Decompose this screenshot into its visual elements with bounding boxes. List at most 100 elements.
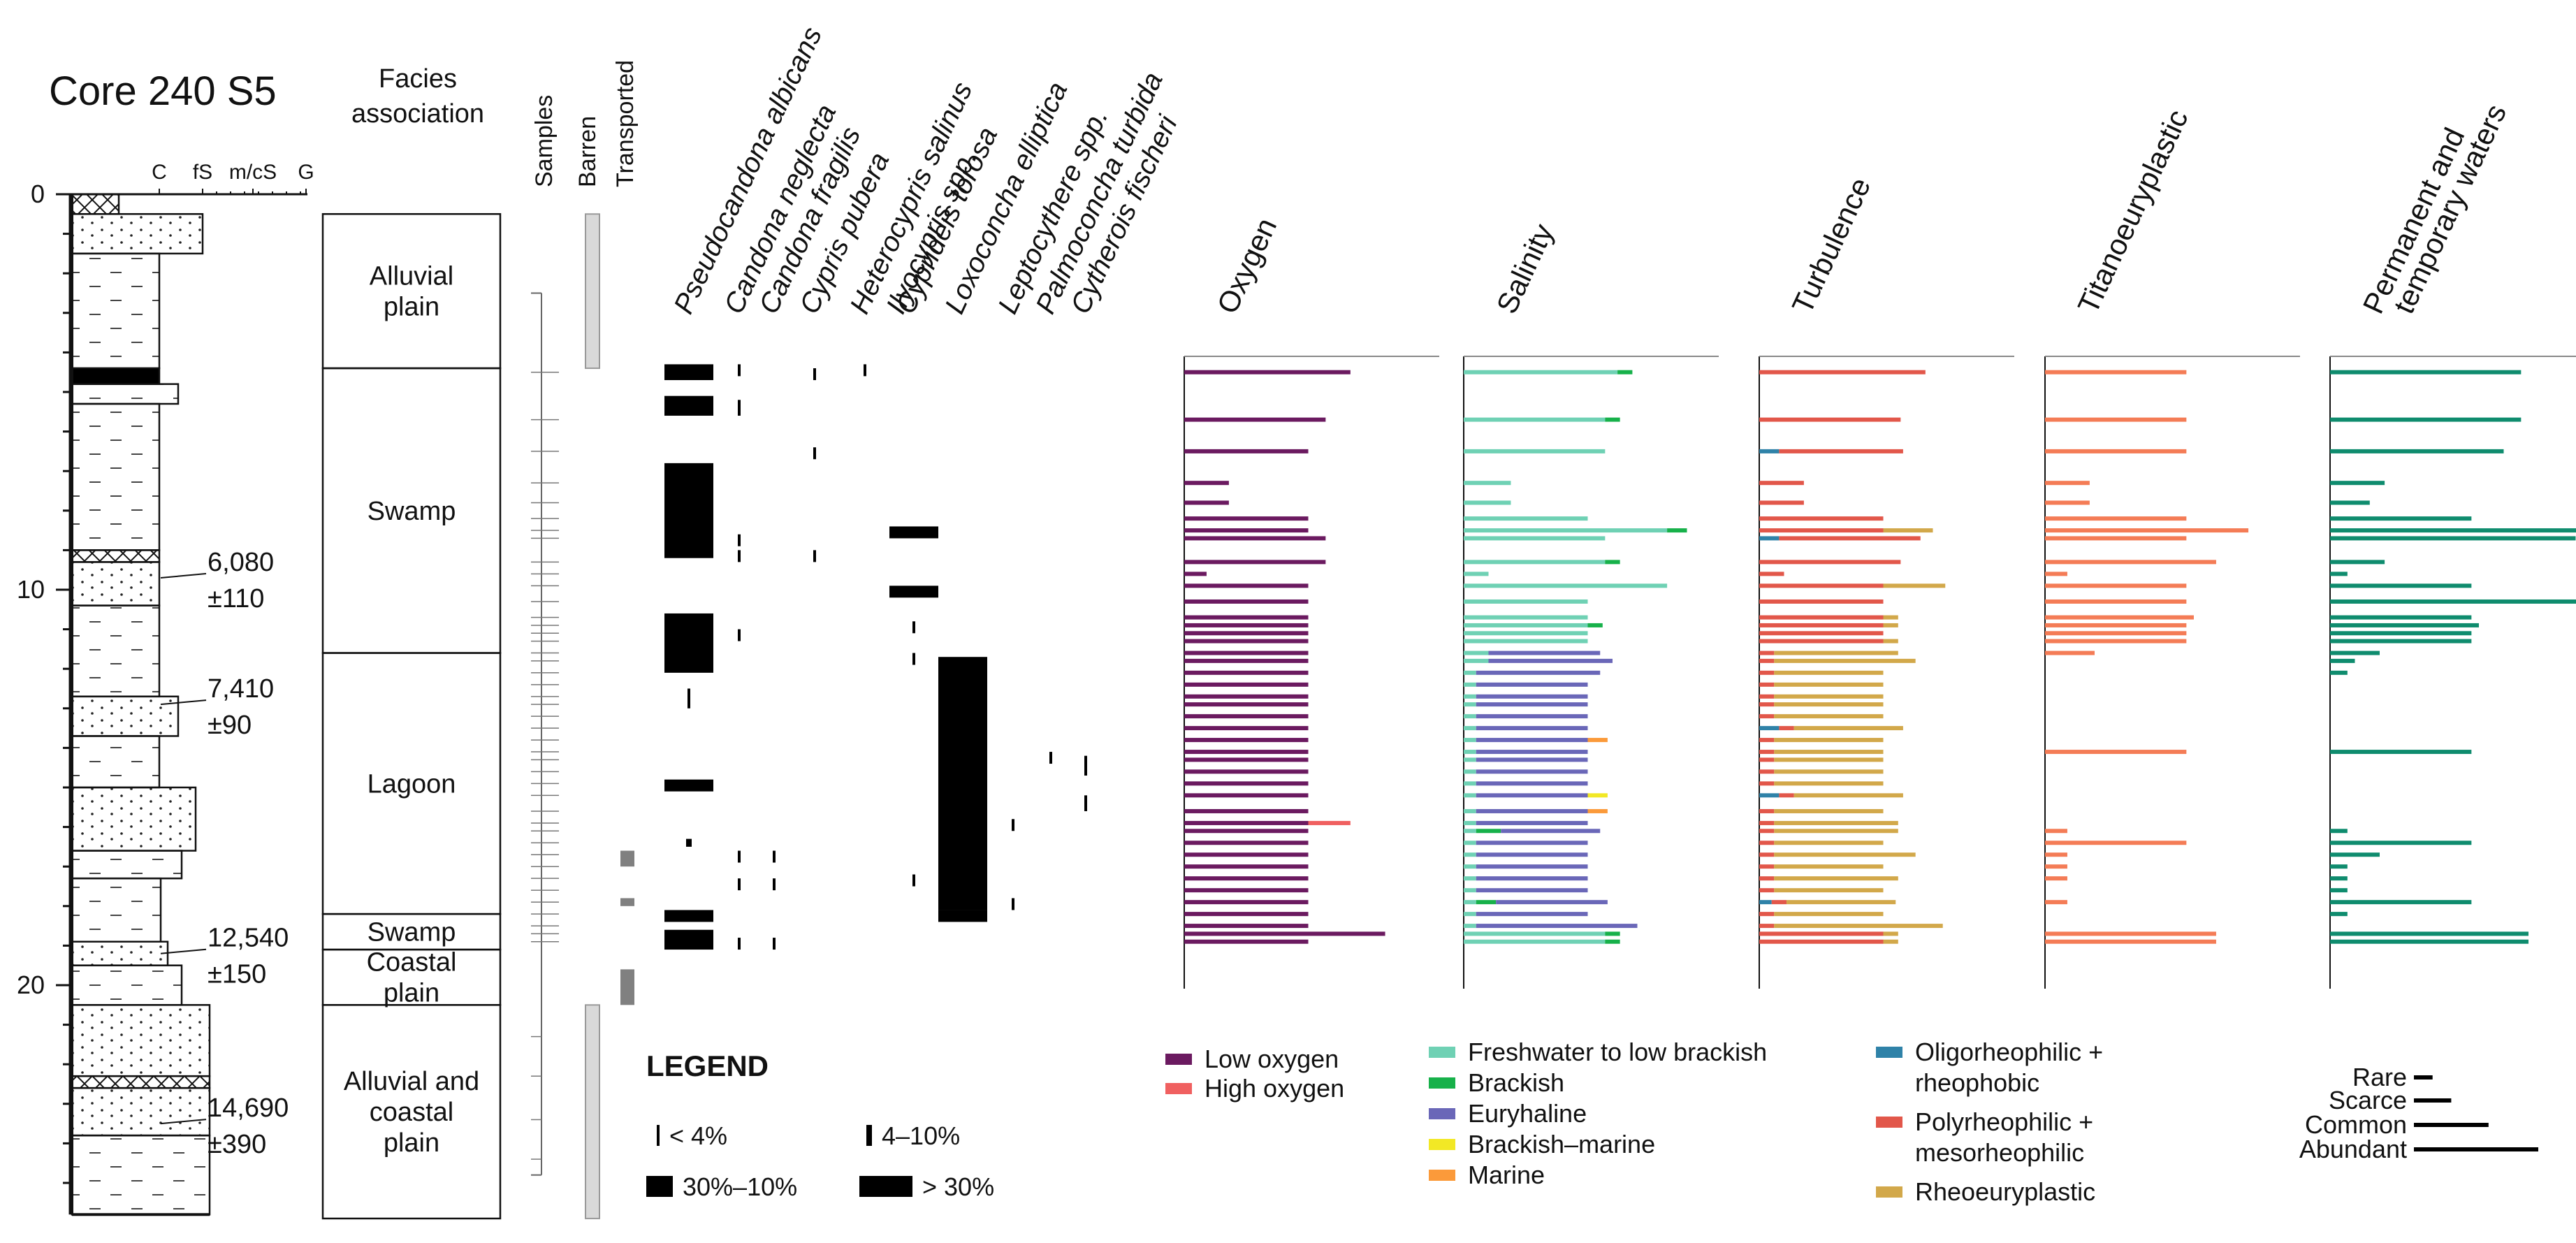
panel-bar [1476, 864, 1588, 869]
panel-bar [1759, 841, 1775, 845]
panel-bar [1184, 939, 1309, 944]
panel-bar [1184, 757, 1309, 762]
lithology-layer [71, 604, 161, 698]
panel-bar [1759, 852, 1775, 857]
panel-bar [2330, 417, 2522, 422]
panel-bar [2330, 599, 2576, 604]
panel-bar [2045, 572, 2067, 576]
column-header: Barren [574, 116, 601, 187]
panel-bar [1605, 939, 1620, 944]
panel-bar [1759, 939, 1884, 944]
species-abundance-bar [664, 613, 713, 673]
panel-bar [1759, 528, 1884, 533]
panel-bar [1464, 516, 1588, 521]
grain-scale-label: C [152, 161, 167, 184]
panel-bar [1464, 370, 1618, 375]
panel-title: Salinity [1490, 219, 1560, 319]
panel-bar [1464, 560, 1606, 565]
facies-label: plain [384, 293, 439, 322]
panel-bar [2045, 560, 2216, 565]
panel-bar [1774, 781, 1884, 786]
panel-bar [2045, 481, 2090, 486]
species-abundance-bar [738, 878, 741, 891]
panel-bar [1759, 599, 1884, 604]
panel-bar [1184, 829, 1309, 834]
panel-bar [2330, 500, 2370, 505]
panel-bar [1759, 900, 1772, 905]
panel-bar [1464, 639, 1588, 644]
panel-bar [1464, 481, 1511, 486]
panel-bar [2045, 623, 2187, 627]
panel-bar [1476, 820, 1588, 825]
facies-label: plain [384, 1128, 439, 1158]
date-error: ±110 [208, 584, 264, 613]
panel-bar [1617, 370, 1633, 375]
species-abundance-bar [773, 938, 776, 950]
panel-bar [2045, 631, 2187, 636]
legend-label: Oligorheophilic + [1915, 1038, 2103, 1066]
species-abundance-bar [773, 850, 776, 863]
legend-swatch [1165, 1083, 1192, 1094]
panel-bar [1476, 841, 1588, 845]
facies-label: Alluvial [370, 262, 453, 291]
panel-bar [2330, 750, 2472, 755]
frequency-legend-bar [2414, 1123, 2489, 1127]
species-abundance-bar [738, 400, 741, 416]
panel-bar [1759, 888, 1775, 893]
panel-bar [2330, 370, 2522, 375]
panel-bar [2045, 370, 2187, 375]
species-abundance-bar [912, 874, 915, 887]
panel-bar [1184, 583, 1309, 588]
panel-bar [1779, 449, 1903, 453]
lithology-layer [71, 402, 161, 551]
species-abundance-bar [864, 364, 866, 377]
panel-bar [2330, 931, 2528, 936]
panel-bar [1774, 650, 1898, 655]
species-abundance-bar [813, 550, 816, 562]
legend-swatch [1429, 1047, 1455, 1058]
panel-bar [1759, 820, 1775, 825]
panel-bar [1759, 615, 1884, 620]
lithology-layer [71, 193, 120, 215]
panel-bar [2045, 417, 2187, 422]
panel-bar [1464, 852, 1476, 857]
facies-label: Alluvial and [344, 1067, 479, 1096]
panel-bar [2330, 528, 2576, 533]
panel-bar [2045, 900, 2067, 905]
panel-bar [1476, 694, 1588, 699]
panel-bar [1759, 658, 1775, 663]
panel-bar [1184, 500, 1229, 505]
panel-bar [1587, 808, 1608, 813]
species-abundance-bar [664, 463, 713, 558]
facies-header-line2: association [351, 99, 484, 129]
panel-bar [2045, 639, 2187, 644]
panel-bar [1464, 500, 1511, 505]
panel-bar [1774, 738, 1884, 743]
panel-bar [1759, 912, 1775, 917]
date-age: 7,410 [208, 674, 274, 704]
panel-bar [1464, 939, 1606, 944]
panel-bar [1771, 900, 1787, 905]
legend-label: Freshwater to low brackish [1468, 1038, 1767, 1066]
date-age: 12,540 [208, 924, 289, 953]
species-abundance-bar [664, 929, 713, 950]
lithology-layer [71, 735, 161, 789]
panel-bar [1759, 417, 1901, 422]
date-leader [160, 1119, 207, 1125]
transported-bar [620, 969, 634, 1005]
species-abundance-bar [738, 850, 741, 863]
barren-bar [585, 1004, 600, 1219]
legend-swatch [866, 1125, 872, 1146]
legend-swatch [1876, 1117, 1902, 1128]
panel-bar [1464, 449, 1606, 453]
lithology-layer [71, 213, 204, 255]
panel-bar [1184, 931, 1385, 936]
transported-bar [620, 898, 634, 906]
panel-bar [2330, 536, 2576, 541]
panel-bar [1476, 876, 1588, 881]
frequency-legend-bar [2414, 1075, 2433, 1080]
panel-bar [1464, 726, 1476, 731]
legend-label: Low oxygen [1205, 1045, 1339, 1073]
panel-bar [1184, 631, 1309, 636]
panel-bar [1759, 500, 1804, 505]
